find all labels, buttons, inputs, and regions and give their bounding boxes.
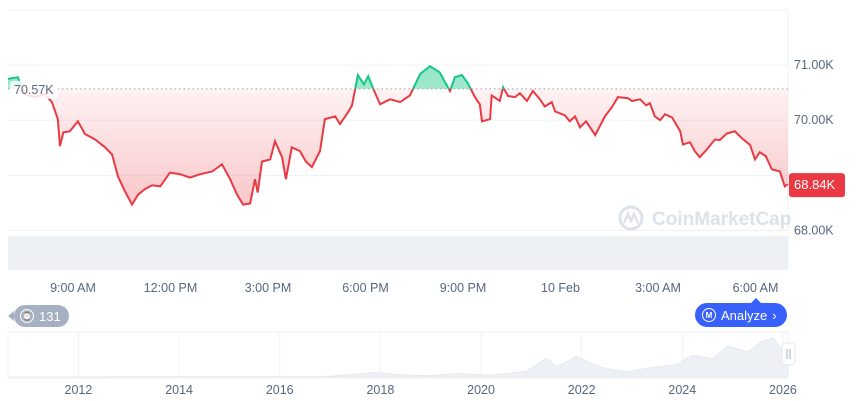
price-line-up — [7, 64, 506, 89]
current-price-label: 68.84K — [789, 173, 845, 198]
overview-year-label: 2012 — [65, 383, 93, 397]
overview-year-label: 2016 — [266, 383, 294, 397]
analyze-label: Analyze — [721, 307, 768, 323]
x-tick-label: 3:00 PM — [245, 281, 292, 295]
overview-range-handle[interactable] — [781, 342, 796, 366]
x-tick-label: 9:00 AM — [50, 281, 96, 295]
price-line-down — [21, 88, 789, 207]
overview-year-label: 2024 — [668, 383, 696, 397]
watermark-text: CoinMarketCap — [652, 209, 791, 230]
current-price-text: 68.84K — [794, 177, 836, 192]
history-count: 131 — [39, 308, 61, 324]
overview-year-label: 2022 — [568, 383, 596, 397]
x-tick-label: 6:00 AM — [733, 281, 779, 295]
history-clock-icon: ⌚ — [20, 309, 34, 323]
volume-area — [8, 236, 788, 270]
y-tick-label: 70.00K — [794, 113, 834, 127]
x-axis: 9:00 AM 12:00 PM 3:00 PM 6:00 PM 9:00 PM 10 F… — [50, 281, 778, 295]
overview-x-axis: 2012 2014 2016 2018 2020 2022 2024 2026 — [65, 383, 797, 397]
overview-year-label: 2014 — [165, 383, 193, 397]
area-below-baseline — [8, 88, 788, 205]
x-tick-label: 12:00 PM — [144, 281, 198, 295]
overview-year-label: 2026 — [769, 383, 797, 397]
x-tick-label: 6:00 PM — [342, 281, 389, 295]
y-axis: 71.00K 70.00K 68.00K — [794, 58, 834, 237]
history-button[interactable]: ⌚ 131 — [8, 305, 69, 327]
overview-year-label: 2020 — [467, 383, 495, 397]
watermark: CoinMarketCap — [618, 205, 791, 231]
x-tick-label: 3:00 AM — [635, 281, 681, 295]
cmc-ai-icon: M — [702, 308, 716, 322]
overview-area — [7, 337, 789, 378]
baseline-label-text: 70.57K — [14, 83, 54, 97]
chevron-right-icon: › — [772, 307, 777, 323]
area-above-baseline — [8, 66, 505, 89]
y-tick-label: 68.00K — [794, 223, 834, 237]
coinmarketcap-logo-icon — [618, 205, 644, 231]
analyze-button[interactable]: M Analyze › — [695, 298, 787, 327]
overview-year-label: 2018 — [366, 383, 394, 397]
y-tick-label: 71.00K — [794, 58, 834, 72]
x-tick-label: 9:00 PM — [440, 281, 487, 295]
x-tick-label: 10 Feb — [541, 281, 580, 295]
baseline-label: 70.57K — [10, 80, 58, 99]
